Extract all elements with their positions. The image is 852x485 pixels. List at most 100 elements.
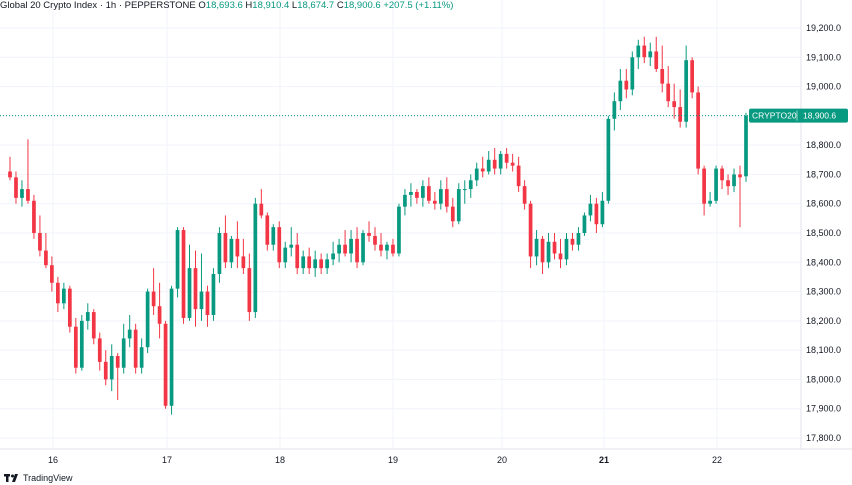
candle[interactable]: [738, 165, 742, 228]
tradingview-attribution[interactable]: TradingView: [4, 473, 73, 483]
candle[interactable]: [708, 192, 712, 207]
candle[interactable]: [56, 276, 60, 313]
candle[interactable]: [193, 250, 198, 327]
candle[interactable]: [409, 183, 413, 207]
candle[interactable]: [343, 230, 347, 257]
candle[interactable]: [570, 233, 575, 251]
candle[interactable]: [187, 244, 192, 321]
candle[interactable]: [235, 221, 240, 269]
candle[interactable]: [8, 156, 12, 181]
candle[interactable]: [319, 253, 324, 275]
candle[interactable]: [157, 282, 162, 339]
candle[interactable]: [385, 241, 389, 260]
candle[interactable]: [594, 197, 599, 233]
candle[interactable]: [403, 189, 407, 216]
candle[interactable]: [630, 51, 635, 96]
candle[interactable]: [450, 197, 455, 228]
candle[interactable]: [44, 233, 48, 269]
candle[interactable]: [217, 227, 222, 283]
candle[interactable]: [582, 212, 587, 236]
candle[interactable]: [32, 194, 36, 239]
candle[interactable]: [427, 177, 431, 204]
candle[interactable]: [654, 36, 659, 72]
candle[interactable]: [618, 69, 623, 110]
candle[interactable]: [642, 36, 647, 64]
candle[interactable]: [349, 230, 353, 263]
candle[interactable]: [145, 288, 150, 354]
candle[interactable]: [397, 203, 401, 257]
candle[interactable]: [259, 189, 264, 219]
interval-label[interactable]: 1h: [105, 0, 117, 11]
candle[interactable]: [498, 151, 503, 175]
candle[interactable]: [492, 148, 497, 175]
candle[interactable]: [684, 45, 689, 128]
candle[interactable]: [169, 285, 174, 415]
candle[interactable]: [229, 235, 234, 269]
candle[interactable]: [696, 86, 700, 175]
candle[interactable]: [588, 194, 593, 222]
candle[interactable]: [121, 323, 126, 374]
candle[interactable]: [391, 238, 395, 257]
candle[interactable]: [432, 192, 437, 210]
candle[interactable]: [528, 200, 533, 269]
candle[interactable]: [271, 224, 276, 251]
candle[interactable]: [307, 247, 312, 274]
candle[interactable]: [558, 238, 563, 269]
candle[interactable]: [265, 212, 270, 251]
candle[interactable]: [50, 256, 54, 292]
candle[interactable]: [38, 215, 42, 257]
candle[interactable]: [91, 309, 96, 345]
candle[interactable]: [648, 42, 653, 67]
candle[interactable]: [97, 332, 102, 371]
candle[interactable]: [510, 153, 515, 172]
candle[interactable]: [540, 235, 545, 274]
candle[interactable]: [20, 180, 24, 207]
candle[interactable]: [546, 233, 551, 269]
candle[interactable]: [456, 183, 461, 225]
candle[interactable]: [516, 156, 521, 192]
candle[interactable]: [600, 192, 605, 228]
candle[interactable]: [379, 233, 383, 257]
candle[interactable]: [151, 268, 156, 315]
candle[interactable]: [636, 39, 641, 69]
symbol-name[interactable]: Global 20 Crypto Index: [0, 0, 98, 11]
candle[interactable]: [438, 180, 443, 210]
candle[interactable]: [205, 285, 210, 327]
candle[interactable]: [313, 250, 318, 277]
candle[interactable]: [672, 83, 677, 119]
candle[interactable]: [714, 165, 718, 204]
candle[interactable]: [73, 317, 78, 374]
candle[interactable]: [211, 268, 216, 321]
candle[interactable]: [552, 233, 557, 260]
candle[interactable]: [606, 115, 611, 204]
candle[interactable]: [373, 227, 377, 251]
candle[interactable]: [421, 180, 425, 207]
candle[interactable]: [325, 253, 329, 275]
candle[interactable]: [139, 338, 144, 374]
candle[interactable]: [331, 241, 335, 266]
candle[interactable]: [289, 227, 294, 257]
candle[interactable]: [283, 241, 288, 269]
candle[interactable]: [367, 221, 371, 242]
candle[interactable]: [534, 230, 539, 266]
candle[interactable]: [181, 227, 186, 324]
candle[interactable]: [85, 303, 90, 330]
candle[interactable]: [295, 233, 300, 274]
candle[interactable]: [14, 171, 18, 204]
candle[interactable]: [127, 315, 132, 348]
candle[interactable]: [702, 165, 706, 216]
candle[interactable]: [415, 189, 419, 204]
candle[interactable]: [726, 174, 730, 195]
candle[interactable]: [462, 180, 467, 204]
candle[interactable]: [678, 89, 683, 128]
candle[interactable]: [732, 168, 736, 192]
candle[interactable]: [355, 227, 359, 269]
candle[interactable]: [474, 162, 479, 187]
candle[interactable]: [660, 45, 665, 93]
candle[interactable]: [444, 177, 449, 213]
candle[interactable]: [720, 165, 724, 190]
candle[interactable]: [468, 174, 473, 198]
candle[interactable]: [337, 238, 341, 263]
candle[interactable]: [67, 285, 72, 333]
